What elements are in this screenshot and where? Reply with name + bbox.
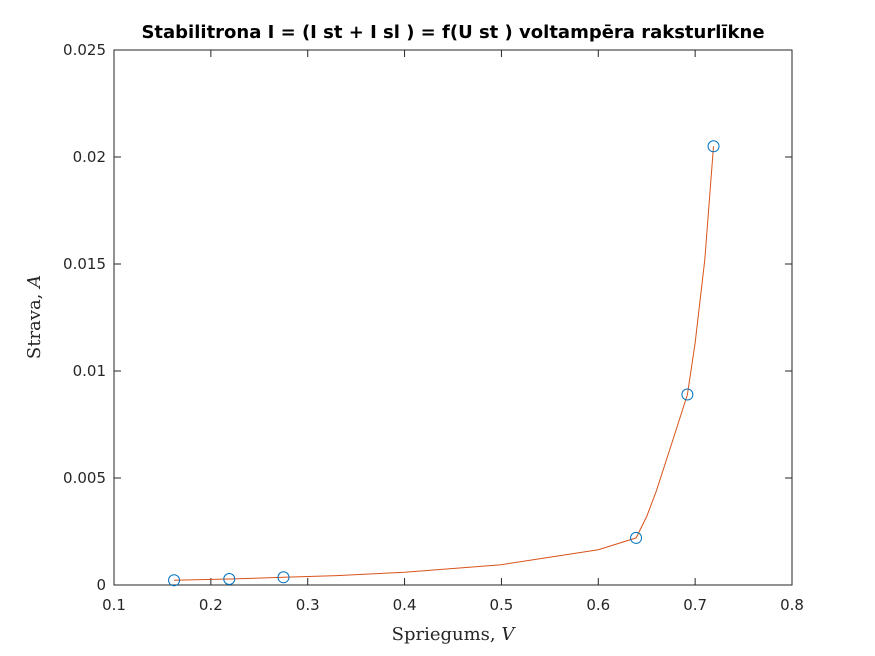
fit-line-series [174,146,714,581]
x-axis-label-text: Spriegums, [392,624,502,645]
y-axis-label-unit: A [24,275,45,290]
y-tick-label: 0.01 [73,362,106,380]
data-point [707,140,720,153]
series-markers [168,140,720,587]
y-axis-ticks: 0 0.005 0.01 0.015 0.02 0.025 [63,41,792,594]
x-axis-label: Spriegums, V [392,624,517,645]
x-tick-label: 0.2 [199,596,223,614]
chart-title: Stabilitrona I = (I st + I sl ) = f(U st… [141,22,764,43]
data-point [168,574,181,587]
data-point [277,571,290,584]
x-tick-label: 0.4 [393,596,417,614]
x-tick-label: 0.7 [683,596,707,614]
x-axis-label-unit: V [501,624,516,645]
y-axis-label-text: Strava, [24,288,45,359]
x-tick-label: 0.1 [102,596,126,614]
data-point [223,573,236,586]
data-point [630,531,643,544]
x-tick-label: 0.3 [296,596,320,614]
x-tick-label: 0.8 [780,596,804,614]
y-tick-label: 0 [96,576,106,594]
x-tick-label: 0.5 [489,596,513,614]
y-tick-label: 0.02 [73,148,106,166]
y-tick-label: 0.005 [63,469,106,487]
y-axis-label: Strava, A [24,275,45,359]
y-tick-label: 0.015 [63,255,106,273]
y-tick-label: 0.025 [63,41,106,59]
data-point [681,388,694,401]
plot-area [113,49,793,586]
series-lines [174,146,714,581]
x-axis-ticks: 0.1 0.2 0.3 0.4 0.5 0.6 0.7 0.8 [102,50,804,614]
x-tick-label: 0.6 [586,596,610,614]
